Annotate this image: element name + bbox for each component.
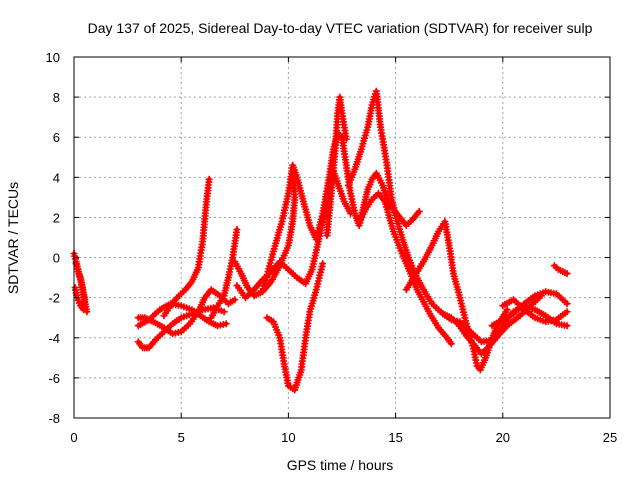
series-track-11 xyxy=(263,260,327,394)
series-track-14 xyxy=(355,189,455,348)
data-point xyxy=(319,260,327,268)
x-tick-label: 20 xyxy=(496,430,510,445)
series-track-15 xyxy=(381,197,423,229)
data-point xyxy=(563,308,571,316)
x-tick-label: 25 xyxy=(603,430,617,445)
data-point xyxy=(563,300,571,308)
y-axis-label: SDTVAR / TECUs xyxy=(5,182,21,294)
y-tick-label: 2 xyxy=(53,210,60,225)
y-tick-label: 10 xyxy=(46,50,60,65)
y-tick-label: -4 xyxy=(48,331,60,346)
y-tick-label: -2 xyxy=(48,291,60,306)
y-tick-label: -6 xyxy=(48,371,60,386)
data-point xyxy=(205,175,213,183)
data-point xyxy=(415,207,423,215)
y-tick-label: 0 xyxy=(53,251,60,266)
series-track-19 xyxy=(499,296,571,326)
y-tick-label: 6 xyxy=(53,130,60,145)
x-axis-label: GPS time / hours xyxy=(287,457,394,473)
series-track-3 xyxy=(134,304,228,352)
x-tick-label: 5 xyxy=(178,430,185,445)
series-track-2 xyxy=(71,260,89,314)
plot-frame xyxy=(73,56,611,419)
data-point xyxy=(563,322,571,330)
x-tick-label: 0 xyxy=(70,430,77,445)
series-track-20 xyxy=(550,262,571,278)
series-track-12 xyxy=(323,93,350,239)
series-track-16 xyxy=(402,218,511,374)
data-point xyxy=(222,320,230,328)
series-trace xyxy=(346,89,544,344)
x-tick-label: 15 xyxy=(388,430,402,445)
data-point xyxy=(342,135,350,143)
grid xyxy=(74,57,610,418)
data-point xyxy=(503,306,511,314)
data-point xyxy=(231,296,239,304)
series-track-6 xyxy=(134,300,230,330)
y-tick-label: 4 xyxy=(53,170,60,185)
series-layer xyxy=(70,87,571,394)
data-point xyxy=(220,308,228,316)
axis-ticks: 0 5 10 15 20 25 -8 -6 -4 -2 0 2 4 6 8 10 xyxy=(46,50,618,445)
series-track-5 xyxy=(160,175,213,320)
chart-title: Day 137 of 2025, Sidereal Day-to-day VTE… xyxy=(88,20,593,36)
data-point xyxy=(447,340,455,348)
series-track-13 xyxy=(344,87,545,346)
x-tick-label: 10 xyxy=(281,430,295,445)
series-track-18 xyxy=(488,288,571,330)
data-point xyxy=(563,270,571,278)
y-tick-label: 8 xyxy=(53,90,60,105)
y-tick-label: -8 xyxy=(48,411,60,426)
series-track-7 xyxy=(207,226,241,322)
data-point xyxy=(233,226,241,233)
